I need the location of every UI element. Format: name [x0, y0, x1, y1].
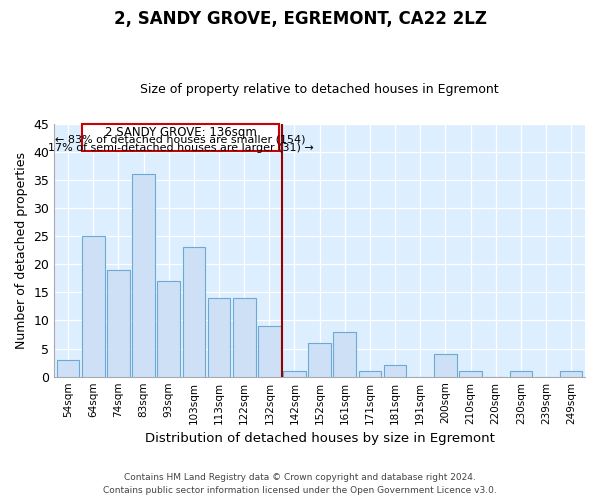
- Text: 17% of semi-detached houses are larger (31) →: 17% of semi-detached houses are larger (…: [48, 142, 314, 152]
- Bar: [359, 371, 381, 376]
- Text: 2, SANDY GROVE, EGREMONT, CA22 2LZ: 2, SANDY GROVE, EGREMONT, CA22 2LZ: [113, 10, 487, 28]
- Bar: [233, 298, 256, 376]
- Bar: [258, 326, 281, 376]
- Bar: [434, 354, 457, 376]
- Text: 2 SANDY GROVE: 136sqm: 2 SANDY GROVE: 136sqm: [105, 126, 257, 140]
- Bar: [384, 366, 406, 376]
- Bar: [308, 343, 331, 376]
- Bar: [82, 124, 280, 150]
- Bar: [182, 248, 205, 376]
- Bar: [57, 360, 79, 376]
- Bar: [208, 298, 230, 376]
- Bar: [283, 371, 306, 376]
- Bar: [334, 332, 356, 376]
- Bar: [509, 371, 532, 376]
- Bar: [82, 236, 104, 376]
- Bar: [560, 371, 583, 376]
- Bar: [459, 371, 482, 376]
- X-axis label: Distribution of detached houses by size in Egremont: Distribution of detached houses by size …: [145, 432, 494, 445]
- Y-axis label: Number of detached properties: Number of detached properties: [15, 152, 28, 348]
- Title: Size of property relative to detached houses in Egremont: Size of property relative to detached ho…: [140, 83, 499, 96]
- Bar: [132, 174, 155, 376]
- Text: Contains HM Land Registry data © Crown copyright and database right 2024.
Contai: Contains HM Land Registry data © Crown c…: [103, 473, 497, 495]
- Text: ← 83% of detached houses are smaller (154): ← 83% of detached houses are smaller (15…: [55, 135, 306, 145]
- Bar: [157, 281, 180, 376]
- Bar: [107, 270, 130, 376]
